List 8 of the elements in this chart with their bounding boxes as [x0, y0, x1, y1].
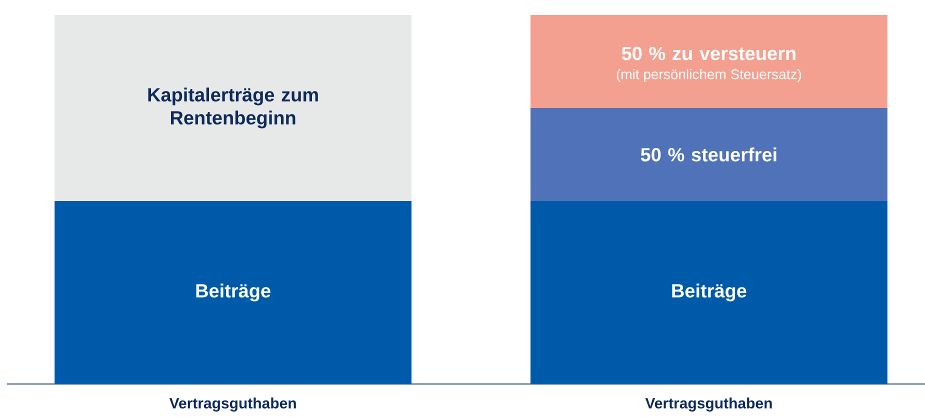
series-label: 50 % zu versteuern — [622, 46, 796, 60]
x-tick-label: Vertragsguthaben — [645, 398, 772, 412]
series-label: Beiträge — [196, 284, 270, 302]
annotation: (mit persönlichem Steuersatz) — [616, 68, 802, 82]
text: Beiträge — [672, 284, 746, 302]
series-label: 50 % steuerfrei — [640, 148, 776, 162]
series-label: Kapitalerträge zum Rentenbeginn — [148, 88, 318, 128]
x-tick-label: Vertragsguthaben — [169, 398, 296, 412]
